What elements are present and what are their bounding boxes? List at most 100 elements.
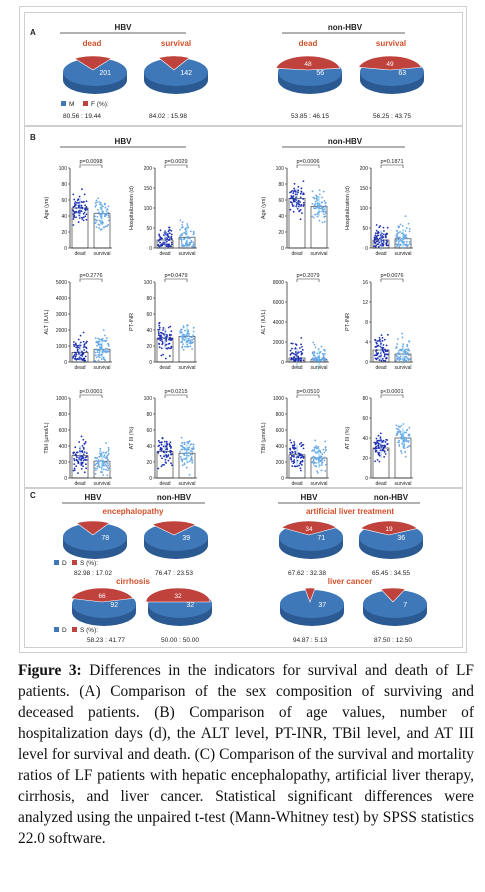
plot-b8-tick-label: 16: [362, 280, 368, 286]
plot-b1-point: [100, 222, 102, 224]
plot-b6-point: [166, 347, 169, 350]
plot-b3-point: [323, 213, 325, 216]
plot-b8-point: [375, 354, 378, 357]
plot-b7-point: [311, 351, 314, 354]
plot-b10-point: [166, 442, 168, 445]
plot-b3-point: [315, 197, 318, 200]
plot-b6-point: [189, 345, 192, 348]
plot-b7-point: [300, 343, 303, 346]
group-artificial-liver-title: artificial liver treatment: [306, 507, 394, 516]
plot-b4-point: [395, 238, 398, 241]
plot-b1-point: [72, 224, 75, 226]
plot-b11-point: [293, 443, 296, 446]
plot-b12-point: [400, 437, 403, 440]
plot-b1-point: [107, 205, 110, 208]
plot-b12-point: [400, 434, 403, 437]
plot-b12-point: [378, 452, 381, 454]
plot-b12-point: [378, 454, 381, 456]
plot-b8-point: [398, 352, 401, 355]
plot-b8-point: [403, 357, 406, 360]
plot-b2-xlabel: survival: [179, 251, 196, 257]
plot-b9-point: [80, 435, 83, 438]
plot-b4-point: [408, 230, 411, 233]
plot-b8-point: [381, 357, 384, 360]
plot-b10-point: [186, 441, 189, 443]
plot-b6-point: [182, 343, 184, 346]
plot-b2-point: [158, 233, 160, 236]
plot-b3-point: [324, 204, 327, 207]
plot-b2-point: [159, 236, 162, 238]
plot-b10-point: [190, 456, 193, 458]
plot-b4-point: [385, 243, 388, 246]
plot-b6-point: [192, 334, 195, 336]
plot-b3-xlabel: survival: [311, 251, 328, 257]
plot-b4-point: [377, 243, 380, 246]
plot-b3-point: [322, 208, 325, 211]
plot-b6-point: [165, 335, 168, 338]
plot-b11-point: [291, 451, 294, 454]
plot-b4-point: [403, 243, 406, 246]
plot-b11-point: [312, 455, 315, 458]
plot-b12-point: [379, 436, 382, 439]
plot-b6-point: [186, 324, 188, 327]
plot-b5-point: [97, 359, 100, 362]
pie-c1-2: 39: [144, 520, 208, 559]
plot-b7-point: [297, 351, 300, 354]
pie-c3-2-minor-slice: [145, 587, 211, 603]
plot-b7-point: [290, 347, 293, 350]
plot-b10-point: [165, 445, 168, 448]
plot-b4-point: [401, 240, 404, 243]
plot-b5-point: [96, 348, 99, 351]
plot-b9-tick-label: 600: [59, 428, 68, 434]
plot-b3-point: [314, 207, 317, 210]
plot-b8-point: [380, 359, 383, 362]
plot-b11-tick-label: 1000: [273, 396, 284, 402]
plot-b4-tick-label: 0: [365, 246, 368, 252]
plot-b9-point: [73, 463, 76, 466]
plot-b9-point: [82, 453, 85, 456]
panel-a-nonhbv-title: non-HBV: [328, 23, 363, 32]
plot-b2-point: [162, 241, 165, 244]
plot-b5-tick-label: 4000: [56, 296, 67, 302]
plot-b5-point: [74, 342, 77, 345]
pie-a4-main-value: 63: [398, 70, 406, 77]
plot-b9-point: [98, 466, 101, 468]
plot-b2-point: [181, 223, 184, 226]
plot-b11-point: [322, 448, 325, 451]
plot-b1-point: [85, 206, 88, 208]
pie-c2-2-main-value: 36: [397, 535, 405, 542]
plot-b11-point: [324, 449, 327, 451]
plot-b5-point: [83, 345, 86, 348]
plot-b9-point: [85, 452, 88, 455]
plot-b12-point: [378, 460, 381, 463]
plot-b9-point: [96, 467, 99, 470]
plot-b5-point: [95, 356, 98, 359]
plot-b1-point: [85, 213, 88, 216]
plot-b2-point: [182, 238, 185, 240]
plot-b12-point: [384, 441, 387, 443]
plot-b10-point: [181, 459, 183, 462]
plot-b10-point: [169, 441, 172, 444]
plot-b5-point: [98, 346, 101, 349]
pie-a3: 56 48: [275, 55, 342, 94]
plot-b12-ylabel: AT III (%): [345, 426, 351, 449]
plot-b3-point: [312, 196, 315, 199]
plot-b6-point: [187, 345, 190, 348]
plot-b2-point: [184, 230, 187, 233]
plot-b8-point: [401, 336, 404, 339]
plot-b1-point: [95, 212, 97, 215]
plot-b10-point: [191, 453, 194, 456]
plot-b11-tick-label: 400: [276, 444, 285, 450]
plot-b1-point: [72, 218, 75, 220]
pie-c4-1-main-value: 37: [318, 602, 326, 609]
plot-b1-tick-label: 20: [61, 230, 67, 236]
plot-b1-point: [80, 204, 83, 207]
plot-b6-point: [157, 338, 160, 341]
plot-b3-tick-label: 60: [278, 198, 284, 204]
plot-b1-tick-label: 100: [59, 166, 68, 172]
plot-b10-point: [163, 463, 165, 466]
plot-b10-point: [157, 439, 160, 442]
plot-b1-bracket: [79, 164, 103, 168]
plot-b9: 0 200 400 600 800 1000 TBil (µmol/L) p<0.0001 de…: [44, 389, 112, 487]
plot-b10-point: [191, 459, 194, 462]
